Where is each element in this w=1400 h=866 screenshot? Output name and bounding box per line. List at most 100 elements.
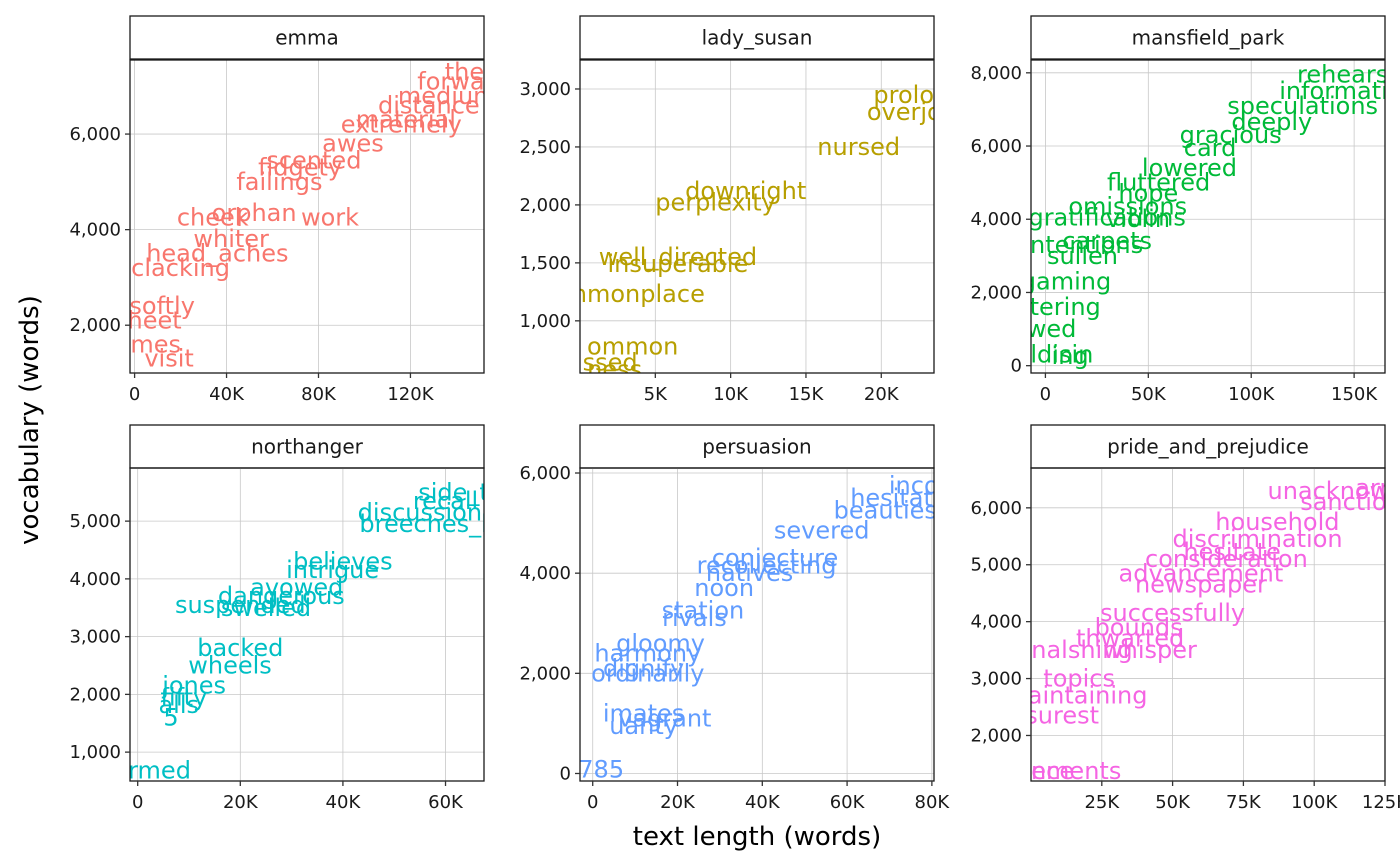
data-point-label: believes (293, 548, 393, 576)
data-point-label: imates (603, 699, 684, 727)
data-point-label: conjecture (712, 544, 838, 572)
data-point-label: ence (1016, 757, 1074, 785)
data-point-label: sheet (115, 306, 182, 334)
y-tick-label: 2,000 (519, 663, 571, 684)
data-point-label: ldisin (1030, 341, 1093, 369)
facet-panels: emma theodforwardmediumdistancematerialex… (69, 15, 1400, 813)
x-tick-label: 75K (1226, 792, 1262, 813)
data-point-label: harmony (594, 639, 701, 667)
facet-strip-label: lady_susan (702, 26, 813, 50)
data-point-label: breeches_ba (359, 510, 511, 538)
data-point-label: household (1215, 508, 1339, 536)
panel-northanger: northanger side_tarecalldiscussionbreeche… (69, 424, 511, 813)
y-tick-label: 1,500 (519, 253, 571, 274)
data-point-label: fidgety (258, 154, 342, 182)
data-point-label: gaming (1021, 267, 1111, 295)
data-point-label: incons (889, 472, 966, 500)
data-point-label: dignify (603, 654, 684, 682)
y-tick-label: 4,000 (69, 569, 121, 590)
data-point-label: card (1184, 134, 1237, 162)
data-points: theodforwardmediumdistancematerialextrem… (115, 58, 514, 373)
x-tick-label: 15K (789, 384, 825, 405)
y-tick-label: 2,000 (970, 725, 1022, 746)
x-tick-label: 20K (660, 792, 696, 813)
data-point-label: hope (1118, 180, 1178, 208)
data-point-label: head_aches (146, 240, 288, 268)
y-tick-label: 4,000 (970, 209, 1022, 230)
panel-emma: emma theodforwardmediumdistancematerialex… (69, 15, 514, 405)
panel-pride_and_prejudice: pride_and_prejudicearreunacknowsanctionh… (970, 424, 1400, 813)
x-tick-label: 100K (1291, 792, 1338, 813)
x-tick-label: 40K (209, 384, 245, 405)
x-tick-label: 20K (864, 384, 900, 405)
data-point-label: dangerous (218, 582, 345, 610)
x-tick-label: 60K (428, 792, 464, 813)
data-point-label: intrigue (286, 556, 379, 584)
data-point-label: awes (322, 130, 384, 158)
y-tick-label: 4,000 (970, 612, 1022, 633)
y-tick-label: 5,000 (970, 555, 1022, 576)
data-point-label: medium (398, 82, 497, 110)
data-point-label: wheels (188, 652, 272, 680)
data-point-label: nursed (817, 133, 900, 161)
data-point-label: fifty (160, 683, 207, 711)
data-point-label: theod (445, 58, 514, 86)
data-point-label: aintaining (1028, 682, 1148, 710)
panel-frame (579, 467, 935, 782)
data-point-label: material (356, 106, 456, 134)
data-point-label: swelled (221, 594, 311, 622)
data-point-label: 5 (163, 703, 178, 731)
data-point-label: fluttered (1107, 169, 1210, 197)
data-point-label: severed (774, 517, 870, 545)
y-axis-title: vocabulary (words) (15, 295, 45, 545)
y-tick-label: 6,000 (970, 136, 1022, 157)
data-point-label: mmonplace (564, 280, 705, 308)
facet-strip (1030, 15, 1386, 60)
data-point-label: gloomy (616, 629, 705, 657)
data-point-label: overjoy (867, 98, 956, 126)
data-point-label: jones (161, 672, 226, 700)
facet-strip (129, 15, 485, 60)
x-tick-label: 80K (915, 792, 951, 813)
x-tick-label: 0 (132, 792, 143, 813)
panel-frame (1030, 59, 1386, 374)
panel-mansfield_park: mansfield_park rehearseinformatispeculati… (970, 15, 1386, 405)
data-point-label: scented (266, 146, 361, 174)
data-point-label: newspaper (1135, 571, 1267, 599)
data-point-label: softly (129, 292, 195, 320)
panel-persuasion: persuasion inconshesitatiobeautiessevered… (519, 424, 966, 813)
y-tick-label: 2,000 (519, 195, 571, 216)
y-tick-label: 2,500 (519, 137, 571, 158)
data-point-label: consideration (1145, 545, 1308, 573)
data-point-label: ssed (583, 349, 638, 377)
y-tick-label: 3,000 (970, 669, 1022, 690)
data-points: inconshesitatiobeautiesseveredconjecture… (580, 472, 966, 781)
data-point-label: extremely (341, 111, 462, 139)
data-point-label: station (662, 597, 745, 625)
data-point-label: ommon (587, 332, 678, 360)
data-point-label: distance (378, 91, 480, 119)
data-point-label: recall (413, 487, 478, 515)
y-tick-label: 2,000 (69, 684, 121, 705)
data-point-label: successfully (1100, 599, 1245, 627)
data-point-label: noon (694, 574, 754, 602)
facet-strip (579, 15, 935, 60)
data-point-label: gracious (1180, 121, 1282, 149)
data-point-label: unacknow (1267, 477, 1389, 505)
x-tick-label: 10K (713, 384, 749, 405)
data-point-label: prolong (873, 81, 964, 109)
data-point-label: ames (116, 330, 181, 358)
data-point-label: downright (685, 177, 806, 205)
data-point-label: whiter (193, 225, 269, 253)
y-tick-label: 4,000 (519, 563, 571, 584)
y-tick-label: 6,000 (519, 463, 571, 484)
data-point-label: topics (1043, 665, 1115, 693)
x-tick-label: 150K (1331, 384, 1378, 405)
y-tick-label: 6,000 (69, 124, 121, 145)
data-point-label: orphan (212, 199, 297, 227)
facet-strip (129, 424, 485, 469)
data-point-label: ing (1052, 342, 1089, 370)
data-point-label: ntentions (1030, 231, 1143, 259)
